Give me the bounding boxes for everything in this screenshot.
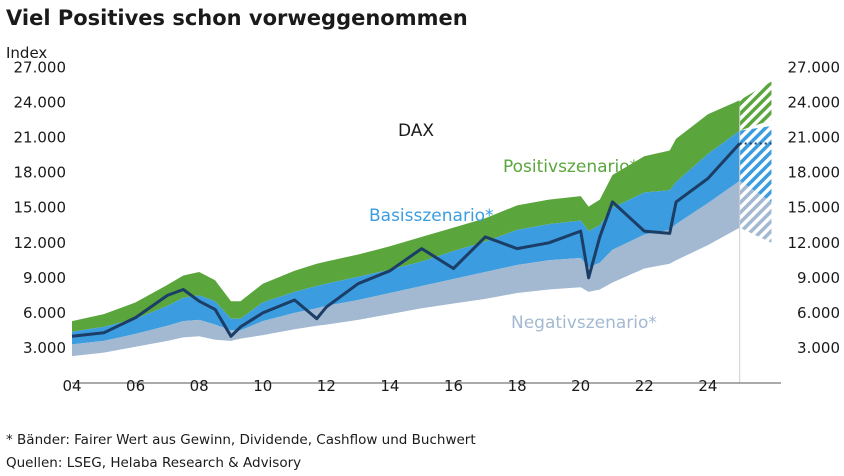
y-tick-label-left: 27.000: [14, 59, 67, 77]
positive-scenario-label: Positivszenario*: [503, 157, 638, 177]
x-tick-label: 08: [190, 377, 209, 395]
x-tick-label: 14: [380, 377, 399, 395]
y-tick-label-right: 6.000: [797, 304, 840, 322]
x-tick-label: 04: [62, 377, 81, 395]
y-tick-label-right: 12.000: [788, 234, 841, 252]
x-tick-label: 24: [698, 377, 717, 395]
y-tick-label-left: 6.000: [23, 304, 66, 322]
x-tick-label: 22: [635, 377, 654, 395]
y-tick-label-right: 24.000: [788, 94, 841, 112]
chart-title: Viel Positives schon vorweggenommen: [6, 6, 468, 30]
negative-band: [72, 180, 740, 357]
dax-line: [71, 142, 741, 338]
footnote-sources: Quellen: LSEG, Helaba Research & Advisor…: [6, 455, 301, 471]
y-tick-label-right: 9.000: [797, 269, 840, 287]
y-tick-label-left: 15.000: [14, 199, 67, 217]
y-tick-label-right: 15.000: [788, 199, 841, 217]
footnote-bands: * Bänder: Fairer Wert aus Gewinn, Divide…: [6, 432, 476, 448]
y-tick-label-left: 3.000: [23, 339, 66, 357]
y-tick-label-left: 18.000: [14, 164, 67, 182]
y-tick-label-right: 21.000: [788, 129, 841, 147]
x-tick-label: 12: [317, 377, 336, 395]
y-tick-label-right: 27.000: [788, 59, 841, 77]
positive-projection: [739, 81, 772, 131]
x-tick-label: 06: [126, 377, 145, 395]
x-tick-label: 16: [444, 377, 463, 395]
x-tick-label: 20: [571, 377, 590, 395]
projection-bands: [739, 81, 772, 383]
x-tick-label: 10: [253, 377, 272, 395]
y-tick-label-left: 24.000: [14, 94, 67, 112]
y-axis-right: 3.000 6.000 9.000 12.000 15.000 18.000 21.000 2…: [788, 59, 841, 357]
chart-subtitle: Index: [6, 44, 47, 62]
y-tick-label-right: 18.000: [788, 164, 841, 182]
negative-projection: [739, 180, 772, 243]
base-projection: [739, 125, 772, 202]
y-tick-label-left: 21.000: [14, 129, 67, 147]
negative-scenario-label: Negativszenario*: [511, 313, 657, 333]
dax-series: [71, 142, 741, 338]
dax-label: DAX: [398, 121, 434, 141]
y-tick-label-left: 12.000: [14, 234, 67, 252]
base-band: [72, 130, 740, 345]
y-axis-left: 3.000 6.000 9.000 12.000 15.000 18.000 21.000 2…: [14, 59, 67, 357]
base-scenario-label: Basisszenario*: [369, 206, 494, 226]
x-tick-label: 18: [508, 377, 527, 395]
x-axis: 04 06 08 10 12 14 16 18 20 22 24: [62, 377, 781, 395]
y-tick-label-left: 9.000: [23, 269, 66, 287]
y-tick-label-right: 3.000: [797, 339, 840, 357]
